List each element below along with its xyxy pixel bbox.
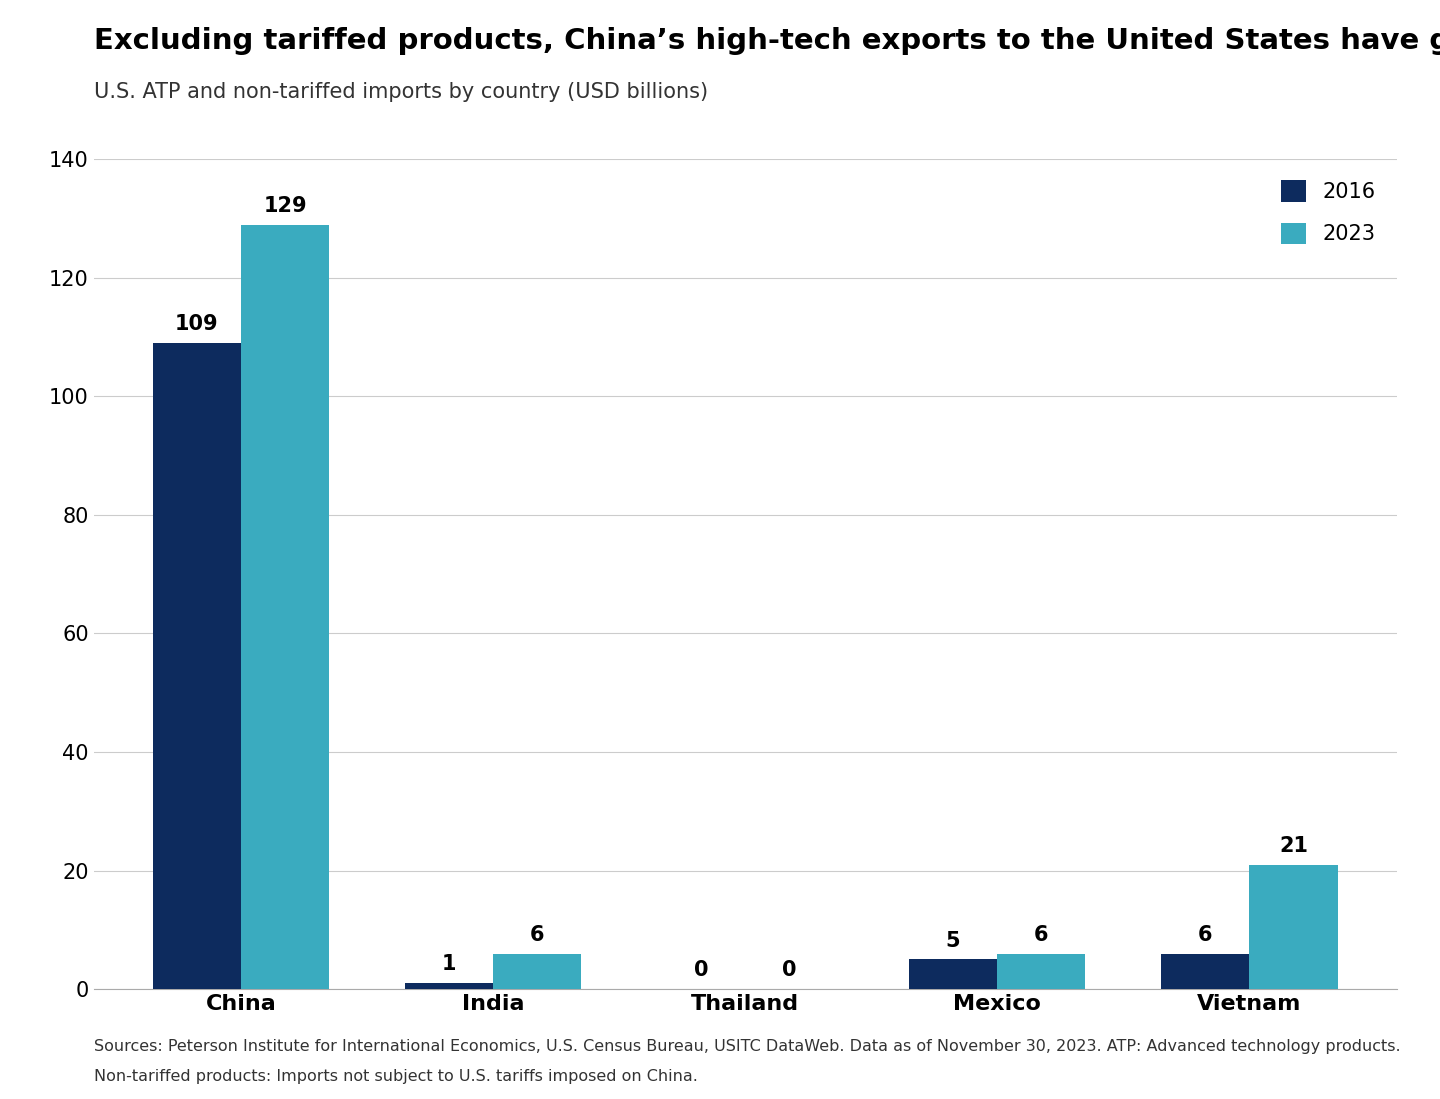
Bar: [153, 343, 240, 989]
Bar: [909, 959, 998, 989]
Text: 5: 5: [946, 931, 960, 951]
Text: 6: 6: [1034, 924, 1048, 945]
Bar: [405, 984, 492, 989]
Bar: [240, 224, 330, 989]
Text: 21: 21: [1279, 835, 1308, 856]
Bar: [1250, 865, 1338, 989]
Bar: [1161, 954, 1250, 989]
Text: 1: 1: [442, 954, 456, 975]
Text: Non-tariffed products: Imports not subject to U.S. tariffs imposed on China.: Non-tariffed products: Imports not subje…: [94, 1069, 697, 1085]
Text: Sources: Peterson Institute for International Economics, U.S. Census Bureau, USI: Sources: Peterson Institute for Internat…: [94, 1039, 1400, 1054]
Text: U.S. ATP and non-tariffed imports by country (USD billions): U.S. ATP and non-tariffed imports by cou…: [94, 82, 707, 102]
Text: 6: 6: [1198, 924, 1212, 945]
Legend: 2016, 2023: 2016, 2023: [1270, 169, 1387, 255]
Text: 109: 109: [176, 314, 219, 334]
Text: Excluding tariffed products, China’s high-tech exports to the United States have: Excluding tariffed products, China’s hig…: [94, 27, 1440, 55]
Bar: [998, 954, 1086, 989]
Text: 0: 0: [694, 961, 708, 980]
Text: 6: 6: [530, 924, 544, 945]
Bar: [492, 954, 582, 989]
Text: 0: 0: [782, 961, 796, 980]
Text: 129: 129: [264, 196, 307, 215]
